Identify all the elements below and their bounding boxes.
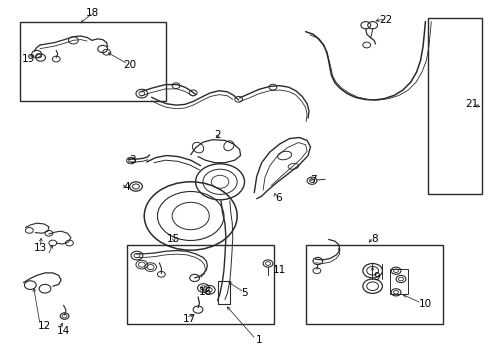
Text: 15: 15 [166, 234, 180, 244]
Text: 20: 20 [123, 60, 136, 70]
Text: 4: 4 [123, 182, 130, 192]
Text: 7: 7 [309, 175, 316, 185]
Bar [427, 18, 481, 194]
Text: 17: 17 [183, 314, 196, 324]
Text: 12: 12 [37, 321, 51, 331]
Text: 1: 1 [255, 335, 262, 345]
Text: 6: 6 [275, 193, 282, 203]
Text: 10: 10 [418, 299, 431, 309]
Text: 3: 3 [128, 155, 135, 165]
Bar [217, 281, 229, 304]
Text: 2: 2 [214, 130, 221, 140]
Text: 13: 13 [33, 243, 47, 253]
Bar [127, 245, 273, 324]
Text: 5: 5 [241, 288, 247, 298]
Text: 14: 14 [57, 326, 70, 336]
Text: 22: 22 [379, 15, 392, 25]
Bar [20, 22, 166, 101]
Text: 11: 11 [272, 265, 286, 275]
Text: 16: 16 [198, 287, 212, 297]
Text: 19: 19 [21, 54, 35, 64]
Bar [389, 269, 407, 294]
Text: 21: 21 [464, 99, 478, 109]
Text: 8: 8 [370, 234, 377, 244]
Text: 9: 9 [372, 272, 379, 282]
Bar [305, 245, 442, 324]
Text: 18: 18 [86, 8, 100, 18]
